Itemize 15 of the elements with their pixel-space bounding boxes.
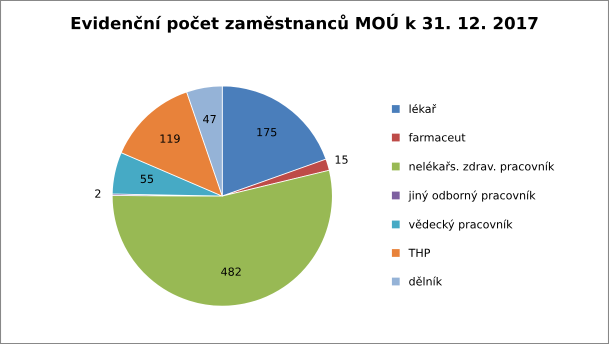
legend-label: lékař xyxy=(410,104,436,114)
legend-label: vědecký pracovník xyxy=(408,219,513,231)
data-label: 47 xyxy=(203,115,216,124)
data-label: 482 xyxy=(221,267,241,276)
data-label: 15 xyxy=(336,156,348,164)
chart-title: Evidenční počet zaměstnanců MOÚ k 31. 12. 2017 xyxy=(72,14,538,33)
legend-label: jiný odborný pracovník xyxy=(408,190,536,202)
data-label: 55 xyxy=(140,174,154,184)
legend-label: dělník xyxy=(409,276,442,286)
data-label: 2 xyxy=(95,189,100,198)
legend-label: THP xyxy=(408,248,430,257)
legend-label: farmaceut xyxy=(408,132,466,142)
data-label: 119 xyxy=(160,134,180,143)
legend-label: nelékařs. zdrav. pracovník xyxy=(410,162,554,173)
data-label: 175 xyxy=(257,128,276,136)
